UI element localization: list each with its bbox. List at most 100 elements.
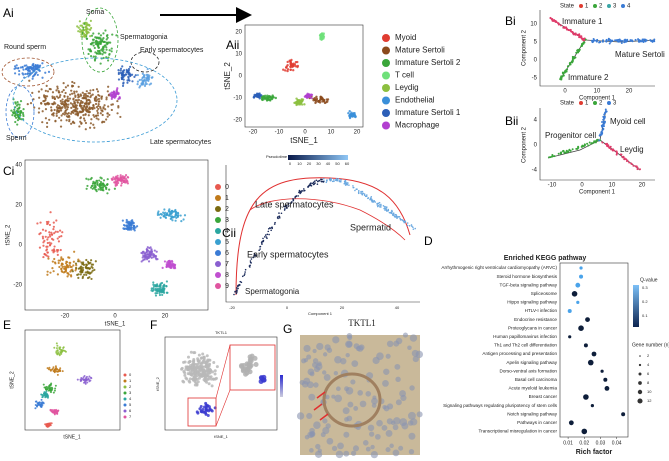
cell [395,399,402,406]
axis-label: tSNE_1 [63,434,80,440]
cell-dot [286,207,288,209]
legend-entry: 4 [627,4,631,10]
cell-dot [380,204,382,207]
cell-dot [130,73,134,76]
cell-dot [203,369,207,373]
cell-dot [146,246,149,249]
cell-dot [79,93,82,96]
cell-dot [618,38,621,41]
cell-dot [52,270,55,273]
cell-dot [98,94,101,97]
cell-dot [282,68,285,71]
cell-dot [83,104,86,107]
cell-dot [96,114,100,117]
cell-dot [16,123,19,126]
cell-dot [41,228,45,231]
cell-dot [266,98,269,102]
legend-swatch [123,403,127,407]
cell-dot [297,195,299,197]
cell [372,356,380,365]
cell-dot [84,266,87,269]
legend-swatch [382,59,390,67]
cell-dot [320,178,322,181]
x-tick-label: -10 [275,130,284,136]
cell-dot [63,267,66,270]
cell-dot [326,180,328,182]
cell-dot [168,210,171,213]
cell-dot [165,213,168,216]
cell-dot [50,231,53,234]
cell-dot [85,273,88,276]
cell [383,368,390,375]
cell-dot [336,179,339,182]
cell-dot [284,66,288,69]
cell-dot [27,75,30,78]
cell-dot [56,85,59,88]
cell-dot [190,368,194,372]
cell-dot [72,97,75,100]
legend-title: Q-value [640,277,658,283]
cell-dot [133,75,136,78]
cell-dot [90,34,94,37]
cell-dot [213,377,217,381]
x-tick-label: 0 [303,130,307,136]
cell-dot [90,271,93,274]
cell-dot [630,163,633,166]
pathway-label: TGF-beta signaling pathway [500,282,558,287]
cell [326,437,334,445]
cell-dot [84,94,87,97]
cell-dot [582,38,585,41]
cell [308,393,316,401]
cell-dot [57,107,60,110]
cell [334,355,342,364]
cell-dot [186,355,190,359]
cell-dot [92,32,95,35]
cell-dot [77,30,80,33]
cell-dot [111,95,114,98]
cell-dot [303,103,306,106]
cell [322,370,327,375]
cell-dot [145,82,148,86]
cell-dot [61,98,64,101]
legend-swatch [638,381,642,385]
cell-dot [106,42,109,45]
cell-dot [132,224,135,227]
cell-dot [96,45,100,48]
cell-dot [333,180,335,183]
cell-dot [97,32,100,35]
cell-dot [210,409,214,413]
cell-dot [600,131,603,134]
cell-dot [122,78,125,81]
pathway-label: Acute myeloid leukemia [508,386,557,391]
legend-swatch [215,217,221,223]
cell-dot [548,156,551,159]
cell-dot [571,59,574,62]
cell-dot [75,266,78,270]
cell-dot [66,84,70,87]
cell-dot [87,178,90,181]
cell-dot [160,213,163,216]
cell-dot [101,121,104,124]
cell [324,394,330,400]
cell-dot [615,151,618,154]
cell-dot [634,38,637,41]
cell-dot [57,370,60,373]
x-tick-label: 10 [609,183,616,189]
cell [306,412,313,420]
annotation: Early spermatocytes [247,249,329,259]
cell-dot [136,225,139,228]
cell-dot [56,253,59,256]
cell-dot [119,174,122,177]
cell-dot [114,178,117,181]
cell-dot [82,376,85,379]
cell-dot [85,104,89,108]
cell-dot [70,122,73,125]
cell-dot [140,251,143,255]
cell-dot [44,89,47,92]
cell [306,354,312,360]
cell-dot [274,96,278,100]
cell-dot [284,69,287,72]
cell-dot [66,115,70,119]
cell [351,360,359,367]
cell-dot [54,262,57,265]
